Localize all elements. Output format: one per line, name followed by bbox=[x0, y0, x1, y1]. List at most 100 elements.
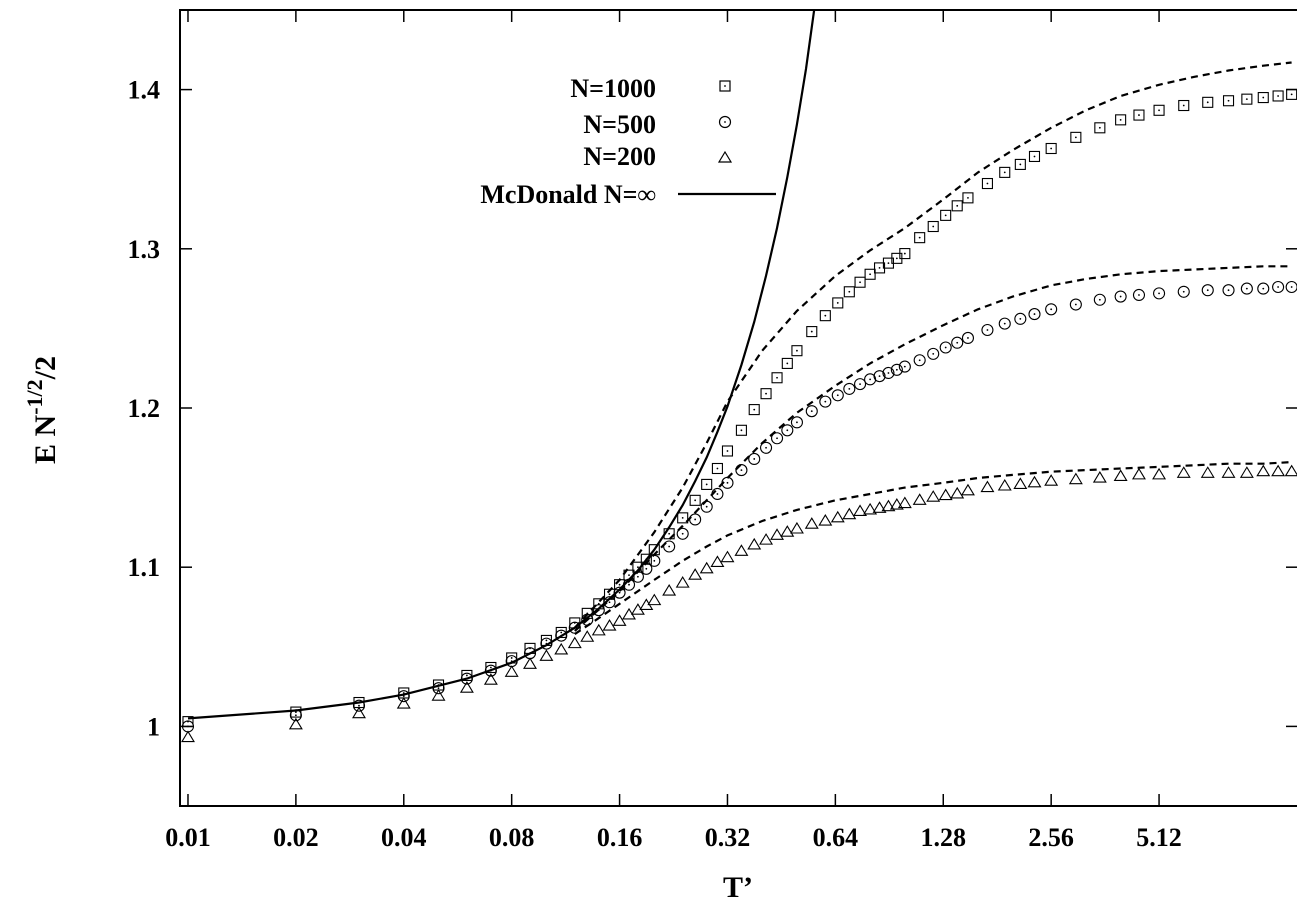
point-circle bbox=[1045, 303, 1058, 316]
point-circle bbox=[1114, 290, 1127, 303]
point-center-dot bbox=[1119, 118, 1122, 121]
point-center-dot bbox=[358, 704, 360, 707]
point-triangle bbox=[1221, 466, 1236, 478]
point-square bbox=[1257, 92, 1269, 104]
point-triangle bbox=[567, 636, 582, 649]
point-center-dot bbox=[1003, 171, 1006, 174]
point-center-dot bbox=[903, 252, 906, 255]
point-center-dot bbox=[1277, 95, 1280, 97]
point-center-dot bbox=[668, 532, 671, 535]
point-square bbox=[771, 372, 783, 384]
point-triangle bbox=[523, 657, 537, 669]
point-circle bbox=[805, 405, 818, 418]
point-center-dot bbox=[786, 429, 789, 432]
point-circle bbox=[460, 672, 473, 685]
point-center-dot bbox=[1019, 317, 1022, 320]
point-circle bbox=[1093, 293, 1106, 306]
point-square bbox=[854, 276, 866, 288]
point-square bbox=[940, 209, 952, 221]
point-square bbox=[721, 445, 734, 457]
point-square bbox=[843, 286, 855, 298]
point-triangle bbox=[1200, 466, 1215, 478]
point-square bbox=[1202, 96, 1214, 108]
point-triangle bbox=[912, 493, 927, 505]
point-circle bbox=[854, 378, 867, 391]
point-triangle bbox=[960, 483, 975, 496]
point-center-dot bbox=[1182, 104, 1185, 107]
point-circle bbox=[748, 452, 761, 465]
point-center-dot bbox=[895, 257, 898, 260]
point-center-dot bbox=[1245, 98, 1248, 101]
point-center-dot bbox=[1033, 313, 1036, 315]
point-circle bbox=[648, 554, 661, 567]
point-center-dot bbox=[932, 352, 935, 355]
point-center-dot bbox=[1119, 295, 1122, 298]
point-center-dot bbox=[681, 516, 684, 519]
point-center-dot bbox=[869, 273, 872, 276]
point-triangle bbox=[181, 730, 195, 743]
point-center-dot bbox=[810, 410, 813, 413]
point-center-dot bbox=[859, 281, 861, 284]
point-center-dot bbox=[753, 408, 756, 411]
point-square bbox=[1153, 104, 1165, 116]
y-axis-title: E N-1/2/2 bbox=[22, 356, 62, 464]
legend-label-n500: N=500 bbox=[583, 110, 656, 139]
point-center-dot bbox=[510, 657, 513, 659]
point-center-dot bbox=[1206, 289, 1209, 292]
point-center-dot bbox=[1050, 308, 1053, 311]
point-center-dot bbox=[869, 378, 872, 381]
point-center-dot bbox=[887, 372, 890, 374]
y-axis-title-tail: /2 bbox=[29, 356, 62, 380]
x-tick-label: 0.02 bbox=[273, 823, 319, 852]
point-square bbox=[914, 232, 926, 244]
point-center-dot bbox=[903, 365, 906, 368]
point-triangle bbox=[759, 533, 774, 545]
point-triangle bbox=[1284, 464, 1297, 477]
point-square bbox=[1133, 109, 1145, 121]
point-center-dot bbox=[887, 262, 890, 265]
legend-marker-square bbox=[719, 80, 731, 92]
point-square bbox=[927, 220, 939, 233]
point-triangle bbox=[699, 561, 714, 574]
point-center-dot bbox=[726, 450, 729, 452]
point-triangle bbox=[1239, 466, 1254, 478]
point-center-dot bbox=[1206, 101, 1209, 104]
point-triangle bbox=[1068, 472, 1083, 485]
point-square bbox=[677, 512, 689, 524]
point-center-dot bbox=[740, 469, 743, 471]
point-center-dot bbox=[944, 214, 947, 217]
point-circle bbox=[1069, 298, 1082, 311]
point-square bbox=[689, 494, 701, 506]
point-triangle bbox=[431, 689, 446, 701]
point-circle bbox=[1177, 285, 1190, 298]
point-center-dot bbox=[1019, 163, 1022, 166]
point-triangle bbox=[1152, 467, 1167, 480]
y-tick-label: 1.2 bbox=[128, 394, 161, 423]
point-center-dot bbox=[1290, 93, 1293, 96]
point-center-dot bbox=[545, 639, 548, 642]
point-triangle bbox=[881, 499, 896, 512]
point-center-dot bbox=[786, 362, 789, 365]
point-circle bbox=[676, 527, 689, 540]
legend: N=1000 N=500 N=200 McDonald N=∞ bbox=[480, 74, 776, 209]
y-tick-label: 1.3 bbox=[128, 235, 161, 264]
point-circle bbox=[663, 540, 676, 553]
point-center-dot bbox=[796, 349, 798, 352]
point-circle bbox=[781, 424, 794, 437]
point-center-dot bbox=[753, 458, 756, 460]
point-circle bbox=[951, 336, 964, 349]
point-triangle bbox=[897, 496, 912, 509]
point-square bbox=[999, 166, 1011, 178]
point-square bbox=[864, 268, 876, 280]
point-triangle bbox=[459, 681, 474, 693]
point-triangle bbox=[830, 510, 845, 523]
point-triangle bbox=[997, 478, 1012, 491]
point-circle bbox=[484, 664, 497, 677]
point-triangle bbox=[580, 630, 595, 642]
point-center-dot bbox=[932, 225, 935, 228]
point-center-dot bbox=[560, 631, 563, 634]
point-center-dot bbox=[848, 290, 851, 293]
point-square bbox=[748, 404, 760, 416]
point-square bbox=[1094, 122, 1106, 134]
